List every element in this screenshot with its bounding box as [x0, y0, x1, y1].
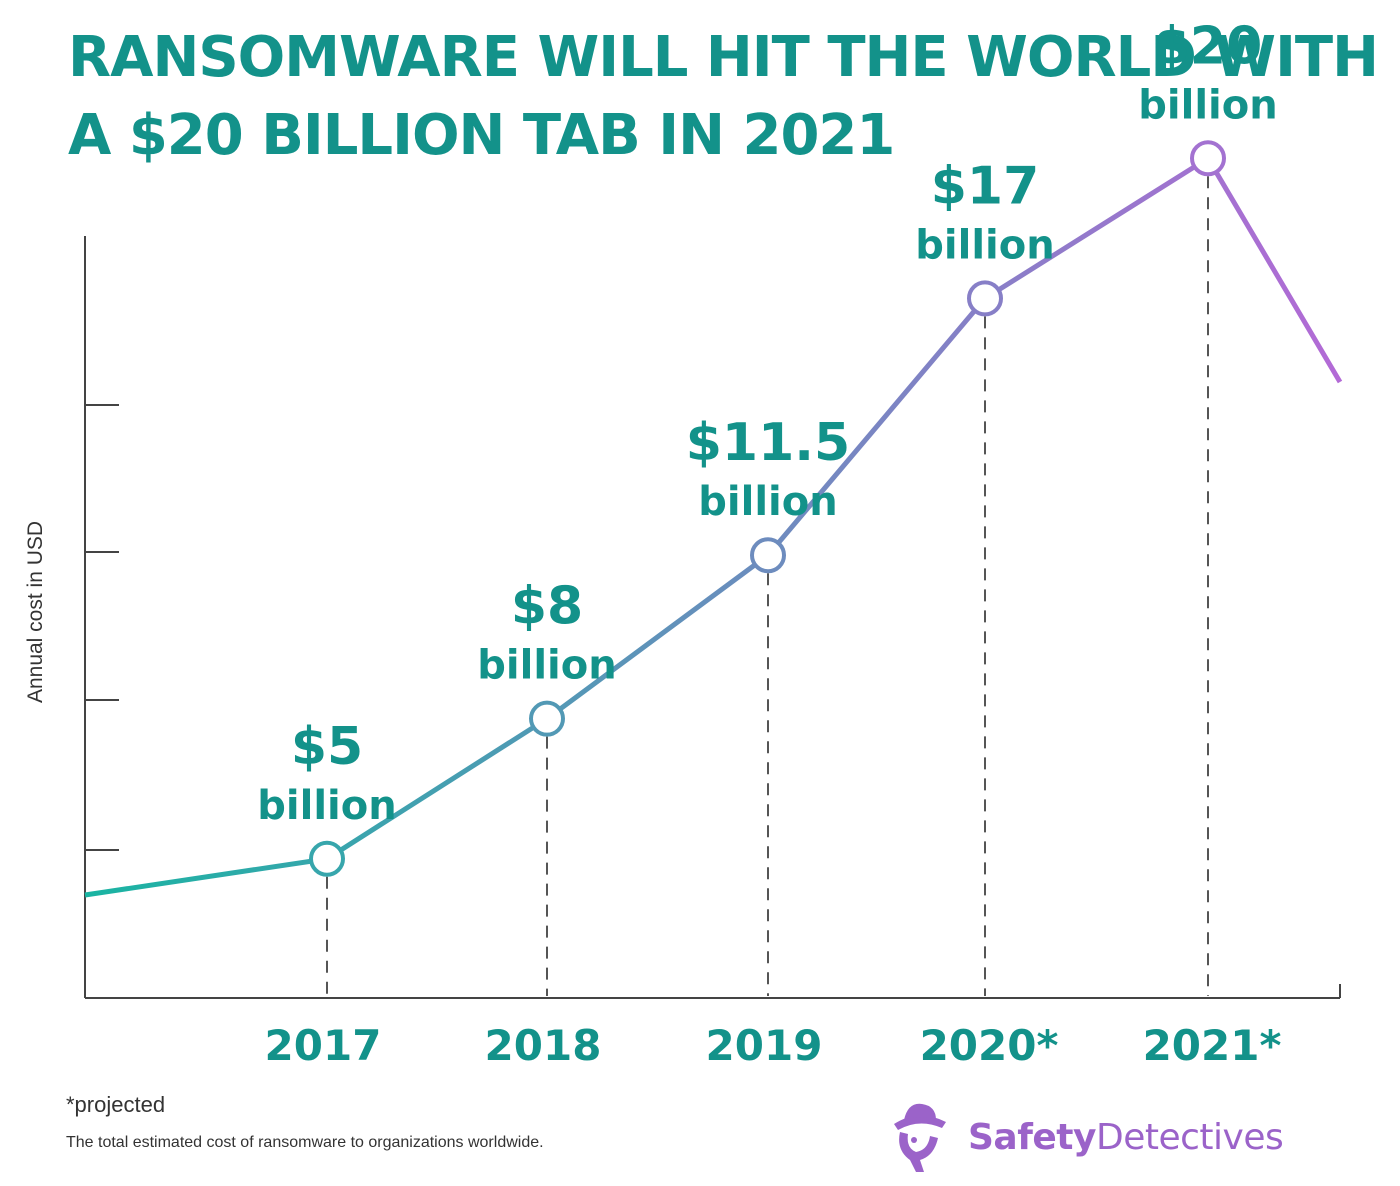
- chart-title-line-1: RANSOMWARE WILL HIT THE WORLD WITH: [68, 25, 1379, 90]
- value-label-amount-2019: $11.5: [686, 413, 850, 473]
- data-point-2020: [967, 280, 1003, 317]
- safety-detectives-logo: SafetyDetectives: [884, 1098, 1284, 1176]
- value-label-amount-2017: $5: [291, 717, 363, 777]
- y-axis-label: Annual cost in USD: [24, 521, 47, 703]
- value-label-amount-2020: $17: [931, 156, 1040, 216]
- x-tick-label-2019: 2019: [706, 1021, 823, 1070]
- value-label-amount-2021: $20: [1154, 16, 1263, 76]
- x-tick-label-2020: 2020*: [920, 1021, 1059, 1070]
- chart-title-line-2: A $20 BILLION TAB IN 2021: [68, 103, 895, 168]
- data-point-2018: [529, 700, 565, 737]
- brand-name-regular: Detectives: [1095, 1116, 1284, 1158]
- chart-description: The total estimated cost of ransomware t…: [66, 1134, 544, 1151]
- x-tick-label-2021: 2021*: [1143, 1021, 1282, 1070]
- data-point-2017: [309, 840, 345, 877]
- value-label-unit-2017: billion: [257, 783, 396, 829]
- data-point-2021: [1190, 140, 1226, 177]
- value-label-unit-2019: billion: [698, 479, 837, 525]
- x-tick-label-2018: 2018: [485, 1021, 602, 1070]
- value-label-amount-2018: $8: [511, 577, 583, 637]
- value-label-unit-2021: billion: [1138, 82, 1277, 128]
- value-label-unit-2018: billion: [477, 643, 616, 689]
- brand-name-bold: Safety: [968, 1116, 1096, 1158]
- projected-footnote: *projected: [66, 1092, 166, 1117]
- value-label-unit-2020: billion: [915, 222, 1054, 268]
- detective-hat-icon: [894, 1103, 946, 1172]
- data-point-2019: [750, 537, 786, 574]
- x-tick-label-2017: 2017: [265, 1021, 382, 1070]
- brand-name: SafetyDetectives: [968, 1116, 1284, 1158]
- line-chart: $5 billion $8 billion $11.5 billion $17 billion…: [24, 16, 1343, 1070]
